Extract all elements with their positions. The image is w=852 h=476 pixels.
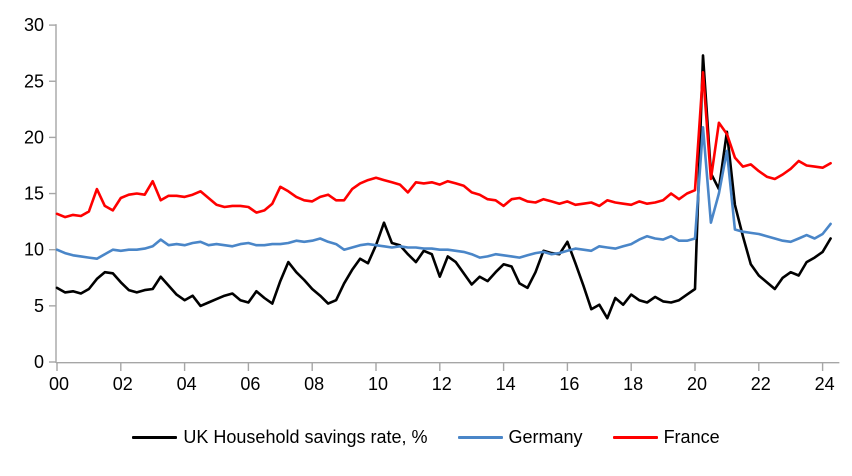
x-tick-label: 10 <box>368 374 388 394</box>
y-tick-label: 25 <box>24 71 44 91</box>
legend-label-germany: Germany <box>508 427 583 447</box>
uk-line-swatch <box>132 436 178 439</box>
legend-label-uk: UK Household savings rate, % <box>183 427 428 447</box>
x-tick-label: 16 <box>559 374 579 394</box>
x-tick-label: 04 <box>177 374 197 394</box>
series-line-france <box>55 71 832 219</box>
legend-label-france: France <box>663 427 720 447</box>
legend-item-france: France <box>612 427 720 448</box>
y-tick-label: 20 <box>24 127 44 147</box>
france-line-swatch <box>612 436 658 439</box>
x-tick-label: 02 <box>113 374 133 394</box>
legend-item-germany: Germany <box>457 427 583 448</box>
series-line-germany <box>55 126 832 261</box>
y-tick-label: 0 <box>34 352 44 372</box>
x-tick-label: 06 <box>240 374 260 394</box>
y-tick-label: 5 <box>34 296 44 316</box>
chart-legend: UK Household savings rate, % Germany Fra… <box>0 427 852 448</box>
series-line-uk <box>55 54 832 320</box>
x-tick-label: 22 <box>751 374 771 394</box>
x-tick-label: 20 <box>687 374 707 394</box>
y-tick-label: 10 <box>24 240 44 260</box>
y-tick-label: 30 <box>24 15 44 35</box>
y-tick-label: 15 <box>24 184 44 204</box>
x-tick-label: 18 <box>623 374 643 394</box>
legend-item-uk: UK Household savings rate, % <box>132 427 428 448</box>
germany-line-swatch <box>457 436 503 439</box>
x-tick-label: 08 <box>304 374 324 394</box>
x-tick-label: 12 <box>432 374 452 394</box>
plot-area: 0 5 10 15 20 25 30 00 02 04 06 08 10 12 14 16 18 20 22 24 <box>24 15 840 394</box>
x-tick-label: 24 <box>815 374 835 394</box>
x-tick-label: 00 <box>49 374 69 394</box>
x-tick-label: 14 <box>496 374 516 394</box>
